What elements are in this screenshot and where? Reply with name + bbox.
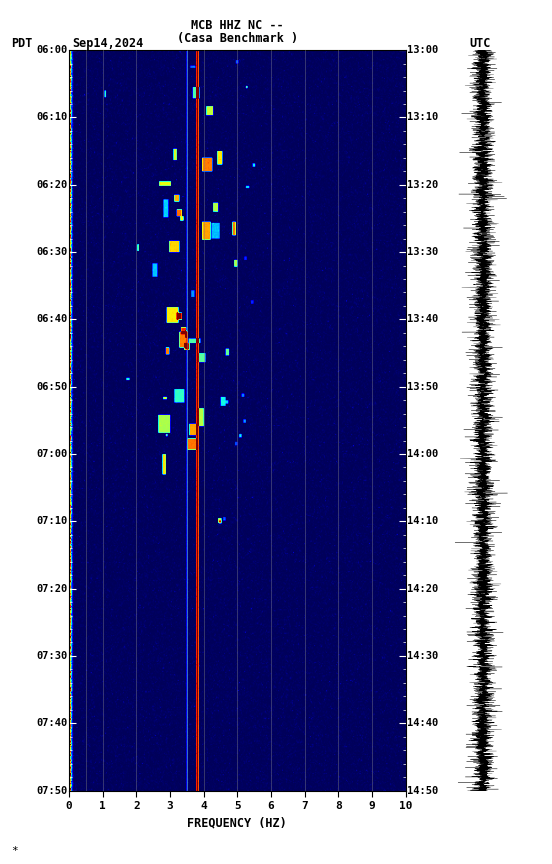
Text: 07:30: 07:30 [36,651,67,661]
Text: 06:10: 06:10 [36,112,67,123]
Text: 14:30: 14:30 [407,651,439,661]
Text: 06:40: 06:40 [36,314,67,324]
Text: 06:00: 06:00 [36,45,67,55]
Text: 13:10: 13:10 [407,112,439,123]
Text: (Casa Benchmark ): (Casa Benchmark ) [177,32,298,45]
Text: 13:50: 13:50 [407,382,439,391]
Text: 14:50: 14:50 [407,785,439,796]
Text: PDT: PDT [11,37,33,50]
Text: 07:10: 07:10 [36,517,67,526]
Text: 14:00: 14:00 [407,449,439,459]
Text: UTC: UTC [469,37,491,50]
Text: 06:20: 06:20 [36,180,67,190]
Text: 06:50: 06:50 [36,382,67,391]
Text: 14:20: 14:20 [407,583,439,594]
Text: MCB HHZ NC --: MCB HHZ NC -- [191,19,284,32]
Text: Sep14,2024: Sep14,2024 [72,37,143,50]
X-axis label: FREQUENCY (HZ): FREQUENCY (HZ) [188,816,287,829]
Text: 07:00: 07:00 [36,449,67,459]
Text: 07:40: 07:40 [36,718,67,728]
Text: 07:50: 07:50 [36,785,67,796]
Text: 06:30: 06:30 [36,247,67,257]
Text: 13:00: 13:00 [407,45,439,55]
Text: 13:30: 13:30 [407,247,439,257]
Text: 13:40: 13:40 [407,314,439,324]
Text: *: * [11,846,18,855]
Text: 13:20: 13:20 [407,180,439,190]
Text: 14:40: 14:40 [407,718,439,728]
Text: 14:10: 14:10 [407,517,439,526]
Text: 07:20: 07:20 [36,583,67,594]
